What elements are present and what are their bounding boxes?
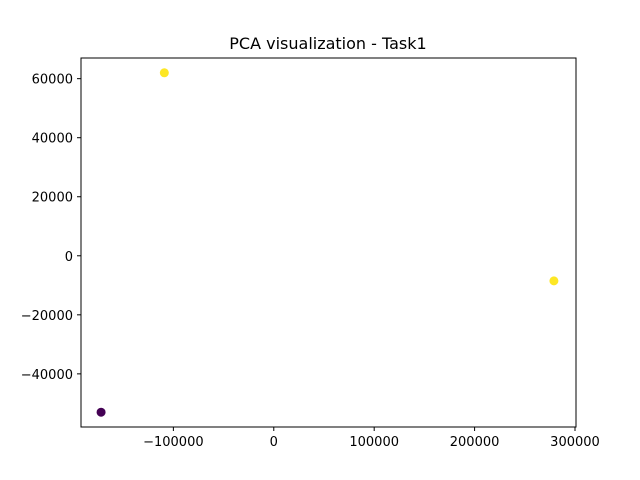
data-point-2	[96, 407, 106, 417]
data-point-1	[549, 276, 559, 286]
chart-title: PCA visualization - Task1	[229, 34, 426, 53]
y-tick-label: 60000	[32, 73, 73, 88]
plot-area: −100000 0 100000 200000 300000 −40000 −20000 0 2…	[21, 57, 600, 450]
x-tick-label: 100000	[349, 435, 399, 450]
y-tick-label: −40000	[21, 368, 73, 383]
data-point-0	[159, 68, 169, 78]
y-tick-label: 0	[65, 250, 73, 265]
plot-frame	[80, 57, 577, 428]
x-tick-label: 300000	[550, 435, 600, 450]
x-tick-label: 200000	[450, 435, 500, 450]
y-tick-label: 40000	[32, 132, 73, 147]
y-tick-label: −20000	[21, 309, 73, 324]
x-tick-label: 0	[270, 435, 278, 450]
y-tick-label: 20000	[32, 191, 73, 206]
x-tick-label: −100000	[143, 435, 204, 450]
